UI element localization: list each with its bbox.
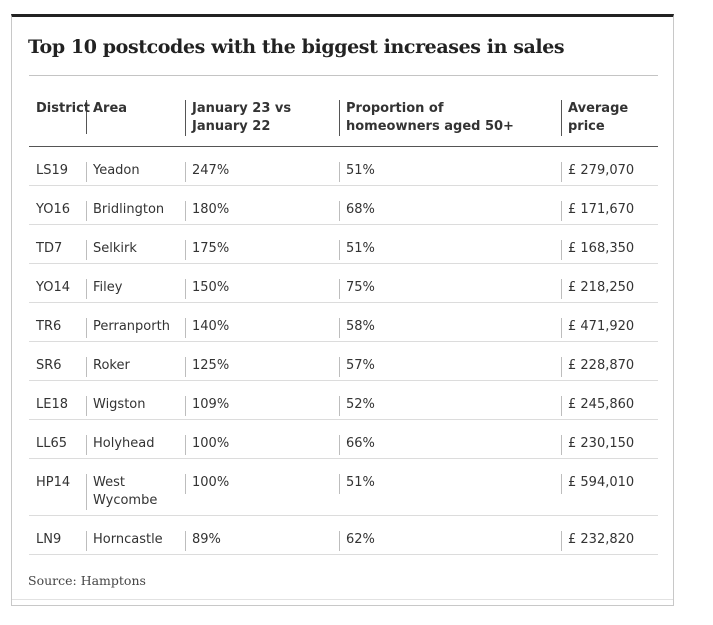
cell-average-price: £ 168,350: [561, 224, 658, 264]
cell-change: 140%: [185, 302, 339, 342]
bottom-divider: [12, 599, 673, 600]
cell-average-price: £ 218,250: [561, 263, 658, 303]
cell-proportion: 51%: [339, 146, 561, 186]
cell-district: LL65: [29, 419, 86, 459]
column-header-area: Area: [86, 98, 185, 147]
cell-area: Perranporth: [86, 302, 185, 342]
cell-proportion: 51%: [339, 458, 561, 516]
cell-district: HP14: [29, 458, 86, 516]
table-row: SR6 Roker 125% 57% £ 228,870: [29, 341, 658, 381]
cell-proportion: 57%: [339, 341, 561, 381]
table-card: Top 10 postcodes with the biggest increa…: [11, 14, 674, 606]
cell-area: Filey: [86, 263, 185, 303]
cell-proportion: 51%: [339, 224, 561, 264]
cell-area: West Wycombe: [86, 458, 185, 516]
cell-change: 100%: [185, 458, 339, 516]
cell-district: LS19: [29, 146, 86, 186]
cell-district: LE18: [29, 380, 86, 420]
cell-average-price: £ 230,150: [561, 419, 658, 459]
cell-district: SR6: [29, 341, 86, 381]
table-row: LS19 Yeadon 247% 51% £ 279,070: [29, 146, 658, 186]
cell-change: 100%: [185, 419, 339, 459]
cell-district: YO14: [29, 263, 86, 303]
cell-proportion: 68%: [339, 185, 561, 225]
cell-proportion: 62%: [339, 515, 561, 555]
cell-district: LN9: [29, 515, 86, 555]
cell-area: Horncastle: [86, 515, 185, 555]
table-row: TD7 Selkirk 175% 51% £ 168,350: [29, 224, 658, 264]
cell-district: TR6: [29, 302, 86, 342]
table-row: TR6 Perranporth 140% 58% £ 471,920: [29, 302, 658, 342]
table-row: LN9 Horncastle 89% 62% £ 232,820: [29, 515, 658, 555]
cell-change: 89%: [185, 515, 339, 555]
cell-proportion: 52%: [339, 380, 561, 420]
cell-change: 109%: [185, 380, 339, 420]
source-note: Source: Hamptons: [28, 573, 146, 588]
cell-average-price: £ 232,820: [561, 515, 658, 555]
cell-district: YO16: [29, 185, 86, 225]
cell-average-price: £ 594,010: [561, 458, 658, 516]
table-row: HP14 West Wycombe 100% 51% £ 594,010: [29, 458, 658, 516]
table-row: YO14 Filey 150% 75% £ 218,250: [29, 263, 658, 303]
column-header-average-price: Average price: [561, 98, 658, 147]
cell-change: 247%: [185, 146, 339, 186]
cell-change: 180%: [185, 185, 339, 225]
cell-change: 150%: [185, 263, 339, 303]
cell-average-price: £ 279,070: [561, 146, 658, 186]
cell-proportion: 66%: [339, 419, 561, 459]
cell-change: 175%: [185, 224, 339, 264]
table-row: LE18 Wigston 109% 52% £ 245,860: [29, 380, 658, 420]
cell-average-price: £ 171,670: [561, 185, 658, 225]
cell-area: Selkirk: [86, 224, 185, 264]
postcode-table: District Area January 23 vs January 22 P…: [29, 98, 658, 555]
cell-area: Roker: [86, 341, 185, 381]
cell-average-price: £ 245,860: [561, 380, 658, 420]
cell-proportion: 58%: [339, 302, 561, 342]
cell-district: TD7: [29, 224, 86, 264]
column-header-district: District: [29, 98, 90, 147]
cell-area: Holyhead: [86, 419, 185, 459]
cell-proportion: 75%: [339, 263, 561, 303]
table-row: YO16 Bridlington 180% 68% £ 171,670: [29, 185, 658, 225]
cell-area: Wigston: [86, 380, 185, 420]
column-header-proportion: Proportion of homeowners aged 50+: [339, 98, 561, 147]
cell-average-price: £ 228,870: [561, 341, 658, 381]
table-header-row: District Area January 23 vs January 22 P…: [29, 98, 658, 147]
cell-area: Bridlington: [86, 185, 185, 225]
cell-change: 125%: [185, 341, 339, 381]
title-divider: [29, 75, 658, 76]
cell-average-price: £ 471,920: [561, 302, 658, 342]
column-header-change: January 23 vs January 22: [185, 98, 339, 147]
cell-area: Yeadon: [86, 146, 185, 186]
table-row: LL65 Holyhead 100% 66% £ 230,150: [29, 419, 658, 459]
table-title: Top 10 postcodes with the biggest increa…: [28, 36, 565, 58]
